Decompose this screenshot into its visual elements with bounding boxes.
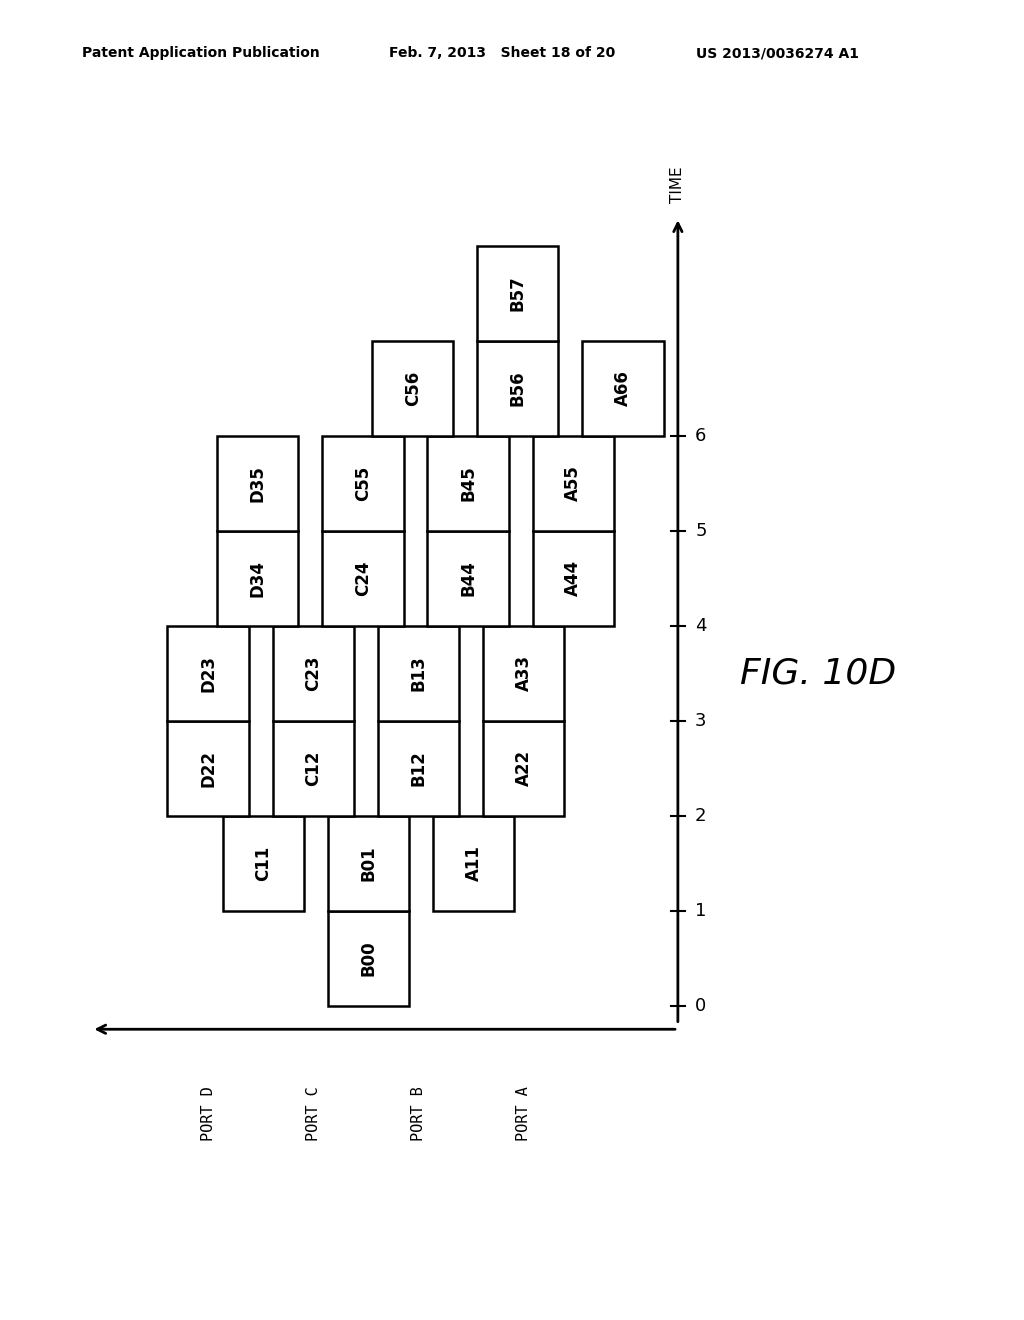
FancyBboxPatch shape xyxy=(217,436,298,531)
Text: D23: D23 xyxy=(199,655,217,692)
FancyBboxPatch shape xyxy=(328,911,410,1006)
Text: D35: D35 xyxy=(249,465,267,502)
FancyBboxPatch shape xyxy=(483,626,564,721)
Text: C56: C56 xyxy=(403,371,422,407)
FancyBboxPatch shape xyxy=(272,626,354,721)
Text: A44: A44 xyxy=(564,560,583,597)
Text: 6: 6 xyxy=(695,426,707,445)
Text: B13: B13 xyxy=(410,655,427,692)
Text: Patent Application Publication: Patent Application Publication xyxy=(82,46,319,61)
FancyBboxPatch shape xyxy=(223,816,304,911)
FancyBboxPatch shape xyxy=(477,246,558,341)
Text: 5: 5 xyxy=(695,521,707,540)
Text: C24: C24 xyxy=(354,561,372,597)
Text: B00: B00 xyxy=(359,940,378,975)
Text: C12: C12 xyxy=(304,751,323,785)
Text: B01: B01 xyxy=(359,845,378,880)
Text: 0: 0 xyxy=(695,997,707,1015)
Text: C11: C11 xyxy=(255,846,272,880)
FancyBboxPatch shape xyxy=(217,531,298,626)
FancyBboxPatch shape xyxy=(427,436,509,531)
FancyBboxPatch shape xyxy=(477,341,558,436)
Text: B57: B57 xyxy=(509,276,526,312)
FancyBboxPatch shape xyxy=(433,816,514,911)
Text: A33: A33 xyxy=(514,655,532,692)
FancyBboxPatch shape xyxy=(328,816,410,911)
Text: PORT B: PORT B xyxy=(411,1086,426,1140)
Text: B56: B56 xyxy=(509,371,526,407)
Text: B12: B12 xyxy=(410,750,427,785)
Text: D22: D22 xyxy=(199,750,217,787)
FancyBboxPatch shape xyxy=(323,531,403,626)
Text: A66: A66 xyxy=(614,371,632,407)
Text: TIME: TIME xyxy=(671,166,685,203)
FancyBboxPatch shape xyxy=(378,626,459,721)
Text: PORT A: PORT A xyxy=(516,1086,531,1140)
Text: A55: A55 xyxy=(564,466,583,502)
Text: 3: 3 xyxy=(695,711,707,730)
Text: PORT D: PORT D xyxy=(201,1086,216,1140)
Text: FIG. 10D: FIG. 10D xyxy=(740,656,896,690)
Text: C23: C23 xyxy=(304,656,323,690)
FancyBboxPatch shape xyxy=(372,341,454,436)
FancyBboxPatch shape xyxy=(427,531,509,626)
Text: 4: 4 xyxy=(695,616,707,635)
FancyBboxPatch shape xyxy=(272,721,354,816)
Text: US 2013/0036274 A1: US 2013/0036274 A1 xyxy=(696,46,859,61)
Text: B45: B45 xyxy=(459,466,477,502)
Text: PORT C: PORT C xyxy=(306,1086,321,1140)
Text: B44: B44 xyxy=(459,560,477,597)
Text: 2: 2 xyxy=(695,807,707,825)
FancyBboxPatch shape xyxy=(532,531,613,626)
Text: A22: A22 xyxy=(514,750,532,787)
FancyBboxPatch shape xyxy=(583,341,664,436)
FancyBboxPatch shape xyxy=(323,436,403,531)
FancyBboxPatch shape xyxy=(483,721,564,816)
Text: 1: 1 xyxy=(695,902,707,920)
Text: D34: D34 xyxy=(249,560,267,597)
Text: Feb. 7, 2013   Sheet 18 of 20: Feb. 7, 2013 Sheet 18 of 20 xyxy=(389,46,615,61)
Text: A11: A11 xyxy=(465,845,482,880)
FancyBboxPatch shape xyxy=(532,436,613,531)
FancyBboxPatch shape xyxy=(168,626,249,721)
FancyBboxPatch shape xyxy=(168,721,249,816)
FancyBboxPatch shape xyxy=(378,721,459,816)
Text: C55: C55 xyxy=(354,466,372,500)
